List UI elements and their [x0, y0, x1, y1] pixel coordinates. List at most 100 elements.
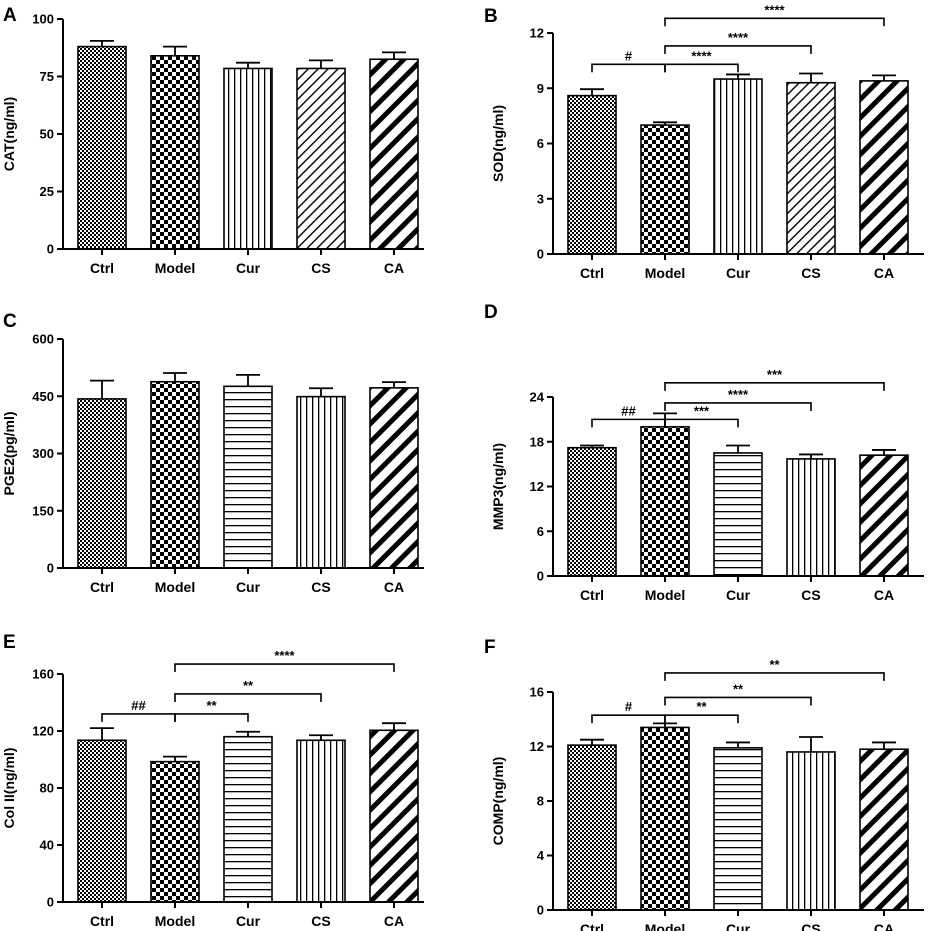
x-tick-label: CA	[384, 260, 404, 276]
bar-ctrl	[77, 739, 127, 903]
panel-label: E	[3, 632, 16, 653]
y-tick-label: 0	[537, 247, 544, 262]
y-tick-label: 80	[40, 781, 54, 796]
y-tick-label: 600	[32, 332, 54, 347]
x-tick-label: Model	[155, 913, 195, 929]
bar-ctrl	[77, 398, 127, 569]
significance-bracket	[174, 663, 395, 673]
y-tick-label: 50	[40, 127, 54, 142]
bar-ctrl	[77, 45, 127, 250]
significance-bracket	[664, 714, 739, 724]
significance-label: #	[625, 48, 633, 63]
x-tick-label: Model	[645, 587, 685, 603]
x-tick-label: CS	[801, 587, 820, 603]
x-tick-label: Ctrl	[90, 260, 114, 276]
panel-c: C PGE2(pg/ml) 0 150 300 450 600 Ctrl Model Cur CS C…	[1, 311, 424, 595]
significance-bracket	[101, 713, 176, 722]
bar-cur	[223, 385, 273, 569]
x-tick-label: CA	[874, 265, 894, 281]
y-tick-label: 40	[40, 838, 54, 853]
x-tick-label: Model	[645, 921, 685, 931]
panel-label: C	[3, 311, 17, 332]
bar-cur	[713, 747, 763, 911]
x-tick-label: CS	[801, 921, 820, 931]
x-tick-label: Cur	[236, 579, 261, 595]
y-tick-label: 150	[32, 503, 54, 518]
significance-bracket	[664, 402, 812, 411]
x-tick-label: CS	[311, 913, 330, 929]
panel-e: E Col II(ng/ml) 0 40 80 120 160 Ctrl Model Cur CS C…	[1, 632, 424, 929]
bar-cs	[296, 395, 346, 569]
y-tick-label: 12	[530, 479, 544, 494]
x-tick-label: Cur	[726, 587, 751, 603]
x-tick-label: CS	[311, 579, 330, 595]
significance-label: **	[243, 678, 254, 693]
y-tick-label: 8	[537, 794, 544, 809]
significance-label: ****	[691, 48, 712, 63]
y-axis-title: PGE2(pg/ml)	[1, 411, 17, 495]
significance-label: #	[625, 699, 633, 714]
y-tick-label: 12	[530, 26, 544, 41]
panel-label: F	[484, 637, 496, 658]
significance-bracket	[664, 45, 812, 54]
y-tick-label: 75	[40, 69, 54, 84]
significance-bracket	[664, 382, 885, 391]
panel-d: D MMP3(ng/ml) 0 6 12 18 24 Ctrl Model Cur CS CA ## **…	[484, 302, 924, 603]
bar-ca	[859, 80, 909, 255]
bar-ca	[859, 454, 909, 577]
bar-cs	[296, 67, 346, 250]
bar-model	[150, 54, 200, 250]
significance-bracket	[664, 696, 812, 706]
x-tick-label: Ctrl	[90, 579, 114, 595]
x-tick-label: CA	[384, 913, 404, 929]
bar-cs	[786, 458, 836, 577]
significance-label: ***	[694, 403, 710, 418]
y-tick-label: 4	[537, 848, 545, 863]
y-tick-label: 0	[537, 569, 544, 584]
y-tick-label: 120	[32, 724, 54, 739]
bar-ca	[369, 387, 419, 569]
y-tick-label: 0	[47, 561, 54, 576]
y-tick-label: 0	[537, 903, 544, 918]
y-tick-label: 3	[537, 191, 544, 206]
bar-ctrl	[567, 94, 617, 255]
panel-b: B SOD(ng/ml) 0 3 6 9 12 Ctrl Model Cur CS CA # **** **…	[484, 2, 924, 281]
x-tick-label: Cur	[726, 265, 751, 281]
y-tick-label: 100	[32, 12, 54, 27]
significance-label: **	[206, 698, 217, 713]
bar-cs	[786, 751, 836, 911]
y-tick-label: 6	[537, 136, 544, 151]
y-tick-label: 0	[47, 895, 54, 910]
x-tick-label: Ctrl	[580, 921, 604, 931]
y-axis-title: SOD(ng/ml)	[490, 105, 506, 182]
bar-model	[150, 380, 200, 569]
panel-f: F COMP(ng/ml) 0 4 8 12 16 Ctrl Model Cur CS CA # ** **…	[484, 637, 924, 931]
panel-label: B	[484, 6, 498, 27]
significance-label: ##	[131, 698, 146, 713]
bar-ca	[859, 748, 909, 911]
significance-label: **	[769, 657, 780, 672]
significance-bracket	[174, 713, 249, 722]
significance-label: ##	[621, 403, 636, 418]
significance-bracket	[664, 418, 739, 428]
panel-label: A	[3, 5, 17, 26]
significance-bracket	[664, 672, 885, 681]
y-axis-title: COMP(ng/ml)	[490, 757, 506, 846]
bar-cs	[786, 81, 836, 255]
bar-cur	[223, 735, 273, 903]
panel-a: A CAT(ng/ml) 0 25 50 75 100 Ctrl Model Cur CS CA	[1, 5, 424, 276]
y-tick-label: 6	[537, 524, 544, 539]
x-tick-label: Cur	[236, 260, 261, 276]
y-tick-label: 25	[40, 184, 54, 199]
bar-model	[640, 124, 690, 255]
x-tick-label: CS	[801, 265, 820, 281]
x-tick-label: Ctrl	[580, 587, 604, 603]
y-tick-label: 9	[537, 81, 544, 96]
y-axis-title: Col II(ng/ml)	[1, 748, 17, 829]
significance-bracket	[591, 63, 666, 73]
y-tick-label: 160	[32, 667, 54, 682]
y-tick-label: 18	[530, 434, 544, 449]
x-tick-label: Model	[645, 265, 685, 281]
significance-label: **	[733, 681, 744, 696]
